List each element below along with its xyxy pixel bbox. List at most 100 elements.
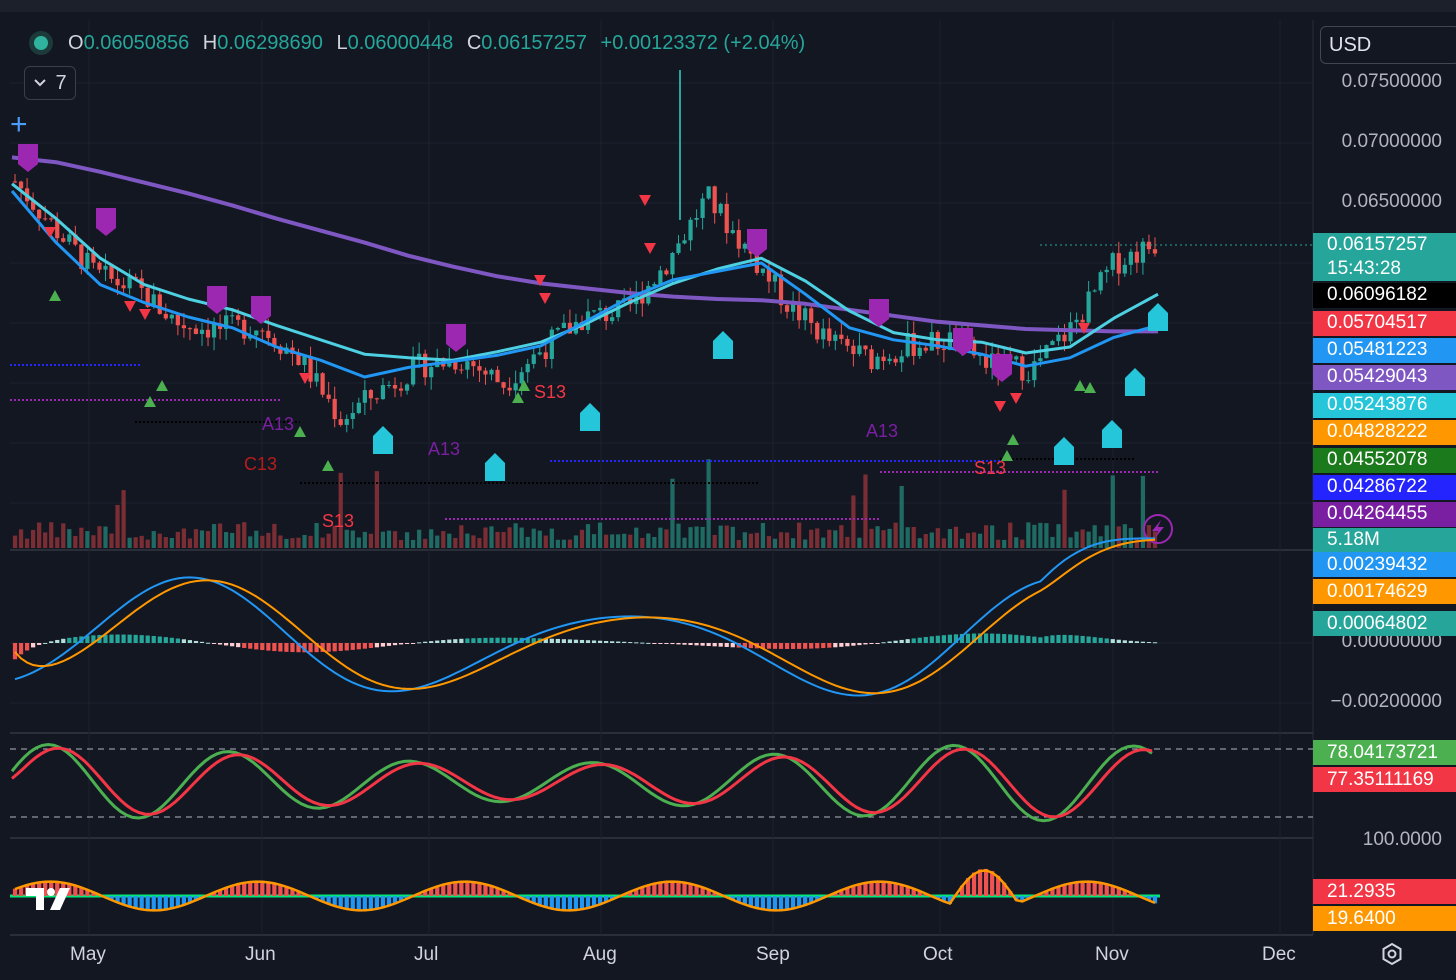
osc-histogram-bar	[163, 896, 168, 911]
high-label: H	[202, 32, 218, 54]
osc-histogram-bar	[398, 896, 404, 902]
down-triangle-marker	[44, 227, 56, 238]
candle-body	[881, 356, 886, 362]
macd-histogram-bar	[821, 643, 826, 649]
volume-bar	[610, 534, 615, 548]
macd-histogram-bar	[845, 643, 850, 647]
macd-histogram-bar	[392, 643, 398, 646]
chevron-down-icon	[34, 79, 47, 87]
osc-histogram-bar	[1080, 880, 1085, 896]
candle-body	[115, 278, 120, 286]
osc-histogram-bar	[151, 896, 156, 912]
macd-histogram-bar	[121, 634, 126, 643]
macd-histogram-bar	[827, 643, 832, 648]
candle-body	[169, 314, 174, 319]
macd-histogram-bar	[362, 643, 367, 649]
osc-histogram-bar	[561, 896, 567, 912]
sell-flag-marker	[251, 296, 271, 324]
sell-flag-marker	[953, 328, 973, 356]
volume-bar	[845, 536, 850, 548]
indicators-toggle-button[interactable]: 7	[24, 66, 76, 100]
macd-histogram-bar	[965, 633, 971, 643]
macd-histogram-bar	[658, 643, 663, 644]
volume-bar	[1062, 489, 1067, 548]
osc-histogram-bar	[833, 892, 838, 896]
macd-histogram-bar	[91, 635, 96, 643]
up-triangle-marker	[144, 396, 156, 407]
candle-body	[845, 338, 850, 346]
volume-bar	[1020, 539, 1025, 548]
signal-label: A13	[262, 414, 294, 434]
time-axis-label: Nov	[1095, 944, 1129, 965]
candle-body	[278, 346, 283, 354]
volume-bar	[205, 531, 211, 548]
macd-histogram-bar	[863, 643, 868, 645]
candle-body	[519, 372, 524, 384]
osc-histogram-bar	[248, 881, 253, 896]
time-axis-label: Jun	[245, 944, 276, 965]
osc-histogram-bar	[392, 896, 398, 904]
sell-flag-marker	[96, 208, 116, 236]
macd-histogram-bar	[543, 638, 548, 643]
candle-body	[49, 218, 54, 220]
sell-flag-marker	[18, 144, 38, 172]
osc-histogram-bar	[845, 887, 850, 896]
up-triangle-marker	[1084, 382, 1096, 393]
volume-bar	[1104, 525, 1109, 548]
candle-body	[356, 402, 361, 414]
volume-bar	[585, 524, 591, 548]
candle-body	[1104, 269, 1109, 273]
volume-bar	[760, 522, 766, 548]
macd-histogram-bar	[145, 635, 150, 643]
osc-histogram-bar	[965, 878, 971, 896]
macd-histogram-bar	[404, 643, 410, 644]
symbol-status-dot[interactable]	[34, 36, 48, 50]
volume-bar	[579, 529, 585, 548]
volume-bar	[959, 538, 965, 548]
macd-histogram-bar	[55, 639, 60, 643]
macd-histogram-bar	[622, 641, 627, 643]
candle-body	[67, 234, 72, 242]
macd-histogram-bar	[676, 643, 681, 645]
candle-body	[887, 358, 892, 362]
macd-histogram-bar	[1104, 638, 1109, 643]
crosshair-plus-icon[interactable]: +	[10, 108, 28, 141]
price-tag: 0.05481223	[1313, 338, 1456, 363]
osc-histogram-bar	[459, 880, 464, 896]
macd-axis-tick: −0.00200000	[1330, 691, 1442, 712]
macd-histogram-bar	[242, 643, 247, 648]
price-axis-tick: 0.07500000	[1341, 71, 1442, 92]
macd-histogram-bar	[471, 638, 476, 643]
macd-histogram-bar	[525, 637, 530, 643]
macd-histogram-bar	[453, 639, 458, 643]
candle-body	[308, 356, 313, 382]
candle-body	[205, 329, 211, 338]
candle-body	[688, 219, 693, 241]
macd-histogram-bar	[1098, 637, 1103, 643]
open-value: 0.06050856	[83, 32, 190, 54]
signal-label: C13	[244, 454, 277, 474]
macd-histogram-bar	[869, 643, 874, 644]
osc-histogram-bar	[374, 896, 380, 910]
currency-select[interactable]: USD ▾	[1320, 26, 1456, 64]
osc-histogram-bar	[441, 883, 446, 896]
osc-histogram-bar	[272, 882, 277, 896]
volume-bar	[1038, 522, 1043, 548]
osc-histogram-bar	[597, 896, 603, 905]
macd-histogram-bar	[290, 643, 295, 653]
up-triangle-marker	[1007, 434, 1019, 445]
candle-body	[296, 353, 301, 366]
settings-gear-icon[interactable]	[1380, 942, 1404, 966]
candle-body	[766, 268, 772, 282]
volume-bar	[121, 490, 126, 548]
osc-histogram-bar	[567, 896, 573, 912]
osc-histogram-bar	[634, 888, 639, 896]
volume-bar	[284, 538, 289, 548]
macd-line	[14, 537, 1155, 697]
osc-histogram-bar	[803, 896, 808, 906]
volume-bar	[730, 526, 735, 548]
close-label: C	[466, 32, 482, 54]
osc-histogram-bar	[447, 882, 452, 896]
macd-histogram-bar	[308, 643, 313, 653]
